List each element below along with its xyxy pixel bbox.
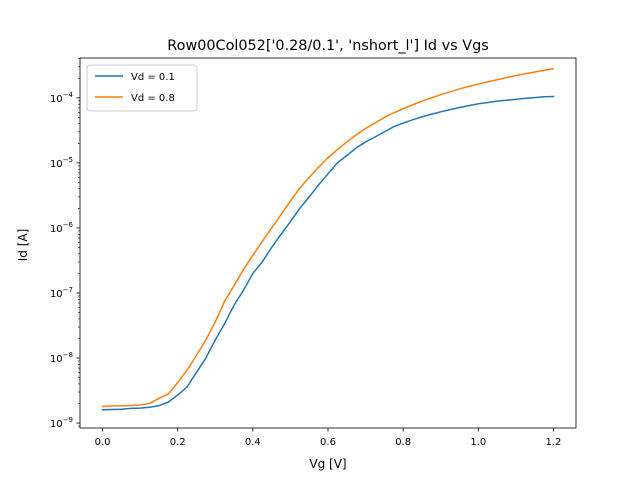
y-tick-label: 10−7 (50, 286, 73, 300)
x-tick-label: 0.4 (245, 437, 261, 448)
y-tick-label: 10−6 (50, 221, 74, 235)
y-tick-label: 10−5 (50, 156, 73, 170)
y-tick-label: 10−4 (50, 91, 74, 105)
x-axis: 0.0 0.2 0.4 0.6 0.8 1.0 1.2 (95, 428, 562, 448)
y-axis-label: Id [A] (16, 229, 30, 262)
chart-title: Row00Col052['0.28/0.1', 'nshort_l'] Id v… (167, 38, 488, 54)
series-line-2 (101, 67, 555, 408)
x-axis-label: Vg [V] (309, 457, 346, 471)
y-tick-label: 10−8 (50, 351, 73, 365)
x-tick-label: 0.2 (170, 437, 186, 448)
x-tick-label: 0.0 (95, 437, 111, 448)
x-tick-label: 0.6 (320, 437, 336, 448)
x-tick-label: 0.8 (395, 437, 411, 448)
x-tick-label: 1.2 (546, 437, 562, 448)
series-line-1 (101, 95, 555, 411)
y-tick-label: 10−9 (50, 416, 73, 430)
legend-label-2: Vd = 0.8 (131, 93, 175, 104)
y-axis: 10−9 10−8 10−7 10−6 10−5 10−4 (50, 58, 80, 430)
legend: Vd = 0.1 Vd = 0.8 (86, 64, 198, 112)
legend-label-1: Vd = 0.1 (131, 72, 175, 83)
x-tick-label: 1.0 (470, 437, 486, 448)
